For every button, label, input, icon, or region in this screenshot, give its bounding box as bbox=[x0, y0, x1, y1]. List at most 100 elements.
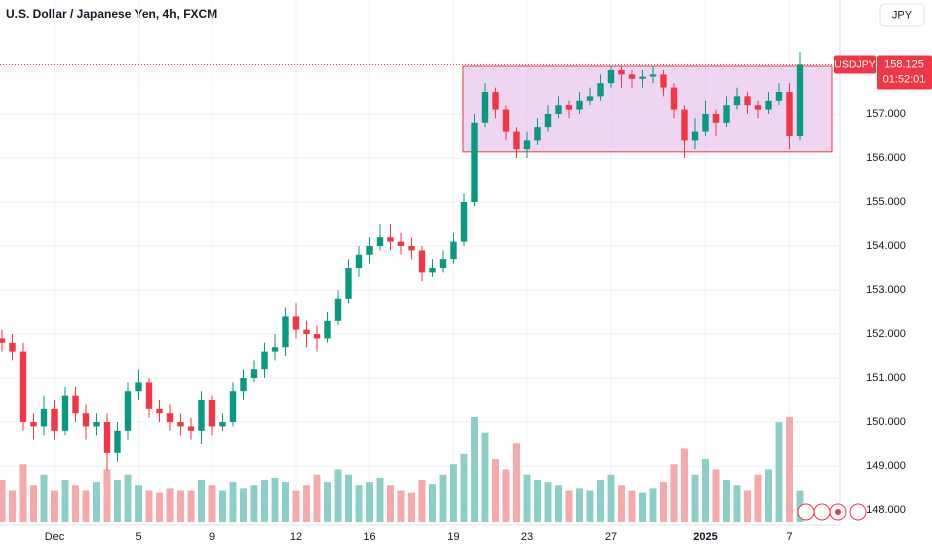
candle-body bbox=[628, 74, 636, 79]
candle-body bbox=[712, 113, 720, 123]
volume-bar bbox=[303, 485, 310, 522]
candle-body bbox=[219, 422, 226, 427]
volume-bar bbox=[30, 485, 37, 522]
candle-body bbox=[460, 201, 468, 242]
x-tick-label: Dec bbox=[45, 531, 65, 543]
volume-bar bbox=[502, 469, 510, 522]
volume-bar bbox=[712, 469, 720, 522]
volume-bar bbox=[660, 482, 667, 522]
volume-bar bbox=[450, 464, 457, 522]
volume-bar bbox=[261, 480, 268, 522]
x-tick-label: 27 bbox=[605, 531, 617, 543]
candle-body bbox=[103, 422, 111, 453]
candle-body bbox=[597, 83, 604, 97]
candle-body bbox=[513, 131, 520, 150]
candle-body bbox=[439, 259, 447, 269]
currency-button[interactable] bbox=[879, 3, 925, 27]
candle-body bbox=[565, 105, 573, 110]
y-tick-label: 150.000 bbox=[866, 416, 906, 428]
candle-body bbox=[765, 100, 772, 110]
volume-bar bbox=[597, 480, 604, 522]
icon[interactable] bbox=[849, 503, 867, 521]
volume-bar bbox=[576, 488, 583, 522]
symbol-tag bbox=[834, 55, 876, 74]
candle-body bbox=[124, 391, 132, 431]
symbol-label: USDJPY bbox=[834, 58, 875, 70]
volume-bar bbox=[744, 490, 751, 522]
candle-body bbox=[303, 329, 310, 335]
volume-bar bbox=[145, 490, 153, 522]
volume-bar bbox=[240, 488, 247, 522]
volume-bar bbox=[723, 480, 730, 522]
candle-body bbox=[502, 109, 510, 132]
candle-body bbox=[208, 400, 216, 427]
volume-bar bbox=[387, 485, 394, 522]
candle-body bbox=[702, 113, 709, 132]
candle-body bbox=[40, 408, 48, 427]
volume-bar bbox=[397, 490, 405, 522]
volume-bar bbox=[345, 474, 352, 522]
candle-body bbox=[261, 351, 268, 370]
volume-bar bbox=[786, 417, 793, 522]
icon bbox=[835, 509, 841, 515]
candle-body bbox=[450, 241, 457, 260]
volume-bar bbox=[544, 482, 552, 522]
volume-bar bbox=[229, 482, 237, 522]
candle-body bbox=[187, 426, 195, 431]
candle-body bbox=[156, 408, 163, 414]
candle-body bbox=[754, 105, 762, 110]
candle-body bbox=[691, 131, 699, 141]
x-tick-label: 7 bbox=[786, 531, 792, 543]
x-tick-label: 16 bbox=[363, 531, 375, 543]
icon[interactable] bbox=[813, 503, 831, 521]
volume-bar bbox=[61, 480, 69, 522]
volume-bar bbox=[292, 490, 300, 522]
x-tick-label: 2025 bbox=[693, 531, 717, 543]
candle-body bbox=[544, 113, 552, 128]
volume-bar bbox=[250, 485, 258, 522]
volume-bar bbox=[691, 474, 699, 522]
y-tick-label: 157.000 bbox=[866, 108, 906, 120]
volume-bar bbox=[618, 485, 625, 522]
volume-bar bbox=[72, 485, 79, 522]
candle-body bbox=[744, 96, 751, 106]
volume-bar bbox=[439, 474, 447, 522]
y-tick-label: 154.000 bbox=[866, 240, 906, 252]
volume-bar bbox=[586, 490, 594, 522]
volume-bar bbox=[492, 459, 499, 522]
volume-bar bbox=[565, 490, 573, 522]
icon[interactable] bbox=[797, 503, 815, 521]
volume-bar bbox=[51, 490, 58, 522]
price-label: 158.125 bbox=[884, 58, 924, 70]
volume-bar bbox=[366, 482, 373, 522]
volume-bar bbox=[219, 490, 226, 522]
y-tick-label: 155.000 bbox=[866, 196, 906, 208]
candle-body bbox=[786, 91, 793, 136]
candle-body bbox=[61, 395, 69, 431]
volume-bar bbox=[639, 492, 646, 522]
volume-bar bbox=[754, 474, 762, 522]
volume-bar bbox=[471, 417, 478, 522]
volume-bar bbox=[481, 432, 489, 522]
volume-bar bbox=[19, 464, 27, 522]
candle-body bbox=[618, 69, 625, 75]
volume-bar bbox=[198, 480, 205, 522]
candle-body bbox=[471, 122, 478, 202]
candle-body bbox=[670, 87, 678, 110]
currency-label[interactable]: JPY bbox=[892, 9, 913, 21]
candle-body bbox=[607, 69, 615, 84]
volume-bar bbox=[649, 488, 657, 522]
candle-body bbox=[30, 422, 37, 427]
candle-body bbox=[198, 400, 205, 431]
x-tick-label: 12 bbox=[290, 531, 302, 543]
volume-bar bbox=[177, 490, 184, 522]
candle-body bbox=[387, 237, 394, 242]
candle-body bbox=[796, 64, 804, 136]
volume-bar bbox=[523, 474, 531, 522]
volume-bar bbox=[40, 474, 48, 522]
candle-body bbox=[240, 378, 247, 392]
volume-bar bbox=[408, 492, 415, 522]
candle-body bbox=[649, 74, 657, 77]
volume-bar bbox=[733, 485, 741, 522]
volume-bar bbox=[534, 480, 541, 522]
